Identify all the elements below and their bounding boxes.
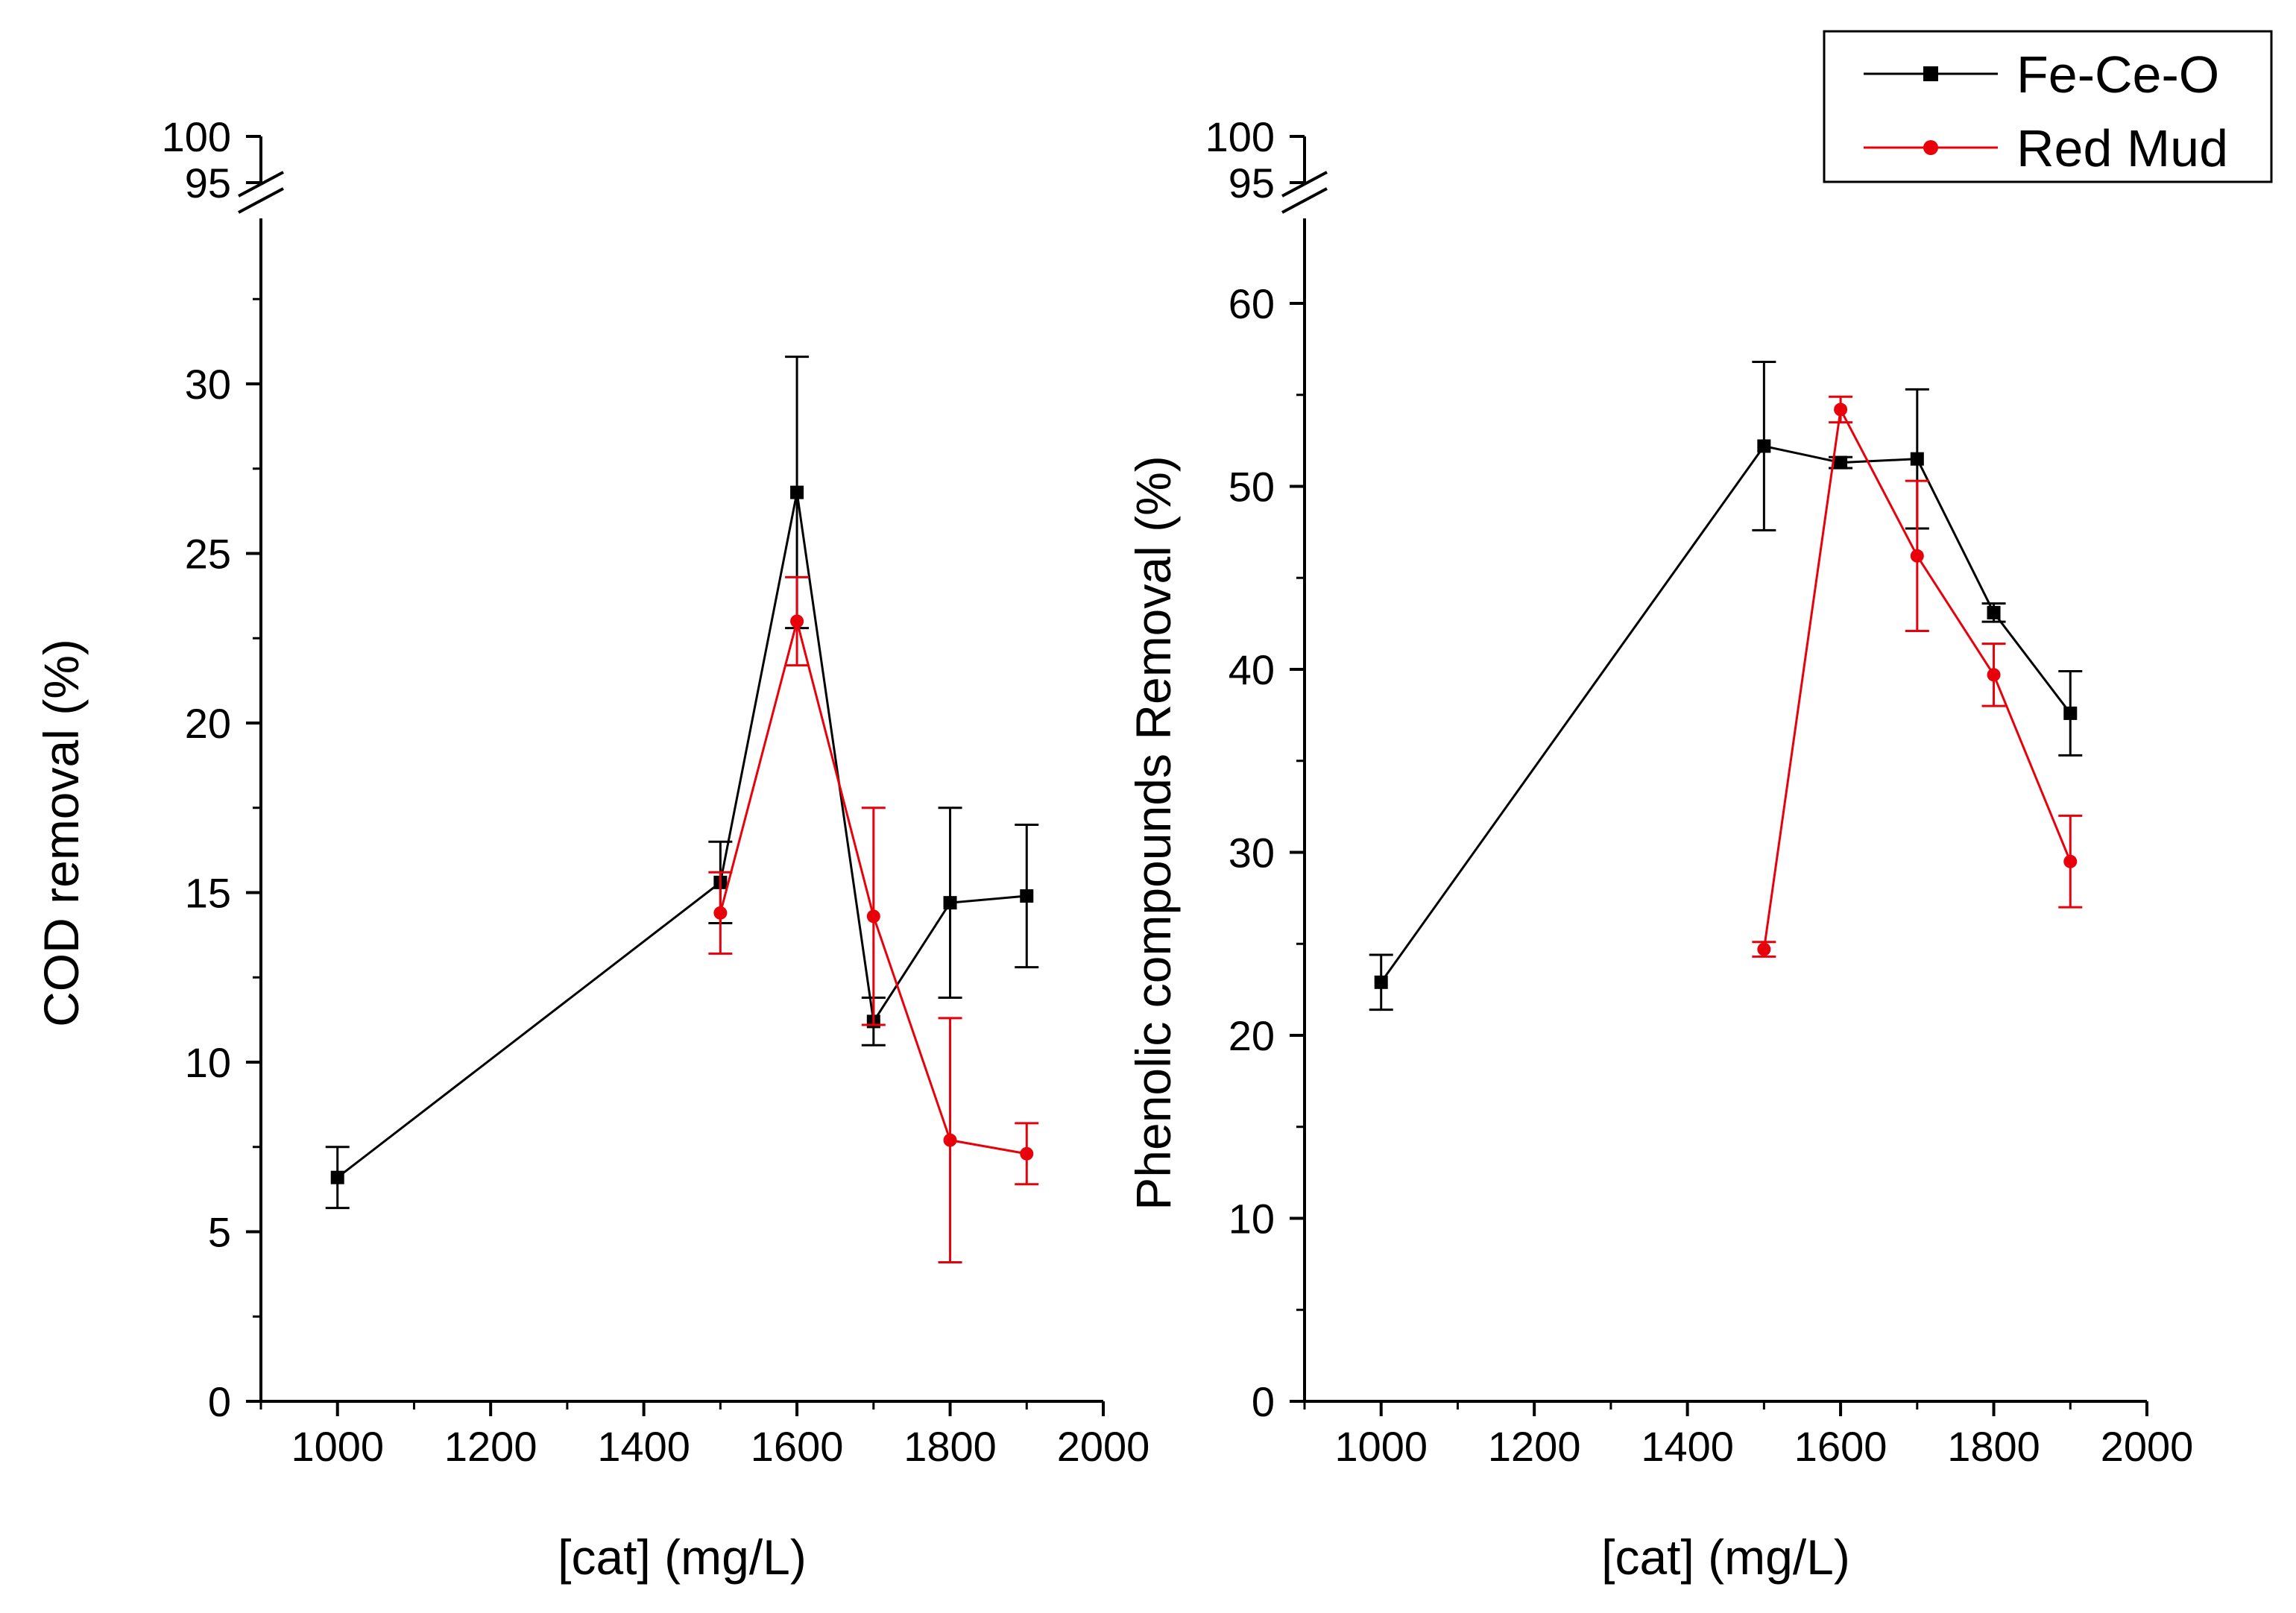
- cod-y-tick-label: 20: [185, 700, 231, 747]
- cod-data-point-red-mud: [713, 906, 728, 920]
- cod-y-tick-label: 10: [185, 1039, 231, 1086]
- phenolic-data-point-red-mud: [1910, 549, 1924, 563]
- legend-label-fe-ce-o: Fe-Ce-O: [2016, 45, 2219, 104]
- phenolic-data-point-fe-ce-o: [1374, 975, 1388, 989]
- cod-x-tick-label: 1400: [597, 1423, 690, 1470]
- cod-axis-break-mark-lower: [238, 187, 284, 214]
- cod-y-tick-label: 25: [185, 531, 231, 578]
- phenolic-y-tick-label: 30: [1229, 830, 1275, 877]
- cod-data-point-red-mud: [866, 909, 880, 924]
- phenolic-x-tick-label: 1000: [1334, 1423, 1428, 1470]
- phenolic-x-tick-label: 2000: [2101, 1423, 2194, 1470]
- phenolic-y-tick-label: 40: [1229, 646, 1275, 693]
- cod-y-tick-label: 100: [162, 113, 231, 160]
- cod-data-point-fe-ce-o: [330, 1170, 344, 1184]
- cod-data-point-red-mud: [1020, 1146, 1034, 1161]
- cod-data-point-fe-ce-o: [1020, 889, 1034, 903]
- cod-data-point-red-mud: [943, 1133, 957, 1147]
- phenolic-y-tick-label: 95: [1229, 160, 1275, 206]
- phenolic-removal-chart: 1000 1200 1400 1600 1800 2000 0 10 20 30 40 50 60 951…: [1126, 113, 2193, 1585]
- phenolic-data-point-red-mud: [1757, 942, 1771, 956]
- cod-data-point-red-mud: [790, 614, 804, 628]
- cod-y-tick-label: 95: [185, 160, 231, 206]
- legend-label-red-mud: Red Mud: [2016, 119, 2228, 177]
- phenolic-y-tick-label: 0: [1252, 1378, 1275, 1425]
- phenolic-x-tick-label: 1800: [1947, 1423, 2040, 1470]
- phenolic-x-tick-label: 1600: [1794, 1423, 1887, 1470]
- phenolic-data-point-fe-ce-o: [1757, 439, 1771, 453]
- cod-x-axis-label: [cat] (mg/L): [558, 1530, 807, 1585]
- phenolic-x-tick-label: 1200: [1488, 1423, 1581, 1470]
- legend-box: [1823, 30, 2273, 183]
- cod-removal-chart: 1000 1200 1400 1600 1800 2000 0 5 10 15 20 25 30 9510…: [34, 113, 1149, 1585]
- cod-y-tick-label: 0: [208, 1378, 231, 1425]
- phenolic-axis-break-mark-lower: [1281, 187, 1328, 214]
- cod-data-point-fe-ce-o: [790, 485, 804, 499]
- cod-x-tick-label: 2000: [1057, 1423, 1150, 1470]
- phenolic-data-point-fe-ce-o: [2063, 706, 2078, 720]
- legend-marker-red-mud: [1923, 140, 1938, 155]
- phenolic-y-tick-label: 60: [1229, 280, 1275, 327]
- phenolic-y-tick-label: 10: [1229, 1196, 1275, 1243]
- phenolic-data-point-fe-ce-o: [1834, 455, 1848, 470]
- cod-y-tick-label: 5: [208, 1209, 231, 1256]
- cod-y-tick-label: 30: [185, 361, 231, 408]
- phenolic-x-tick-label: 1400: [1641, 1423, 1734, 1470]
- phenolic-data-point-red-mud: [1987, 668, 2001, 682]
- phenolic-series-line-fe-ce-o: [1380, 444, 2072, 983]
- phenolic-y-tick-label: 50: [1229, 464, 1275, 511]
- phenolic-y-axis-label: Phenolic compounds Removal (%): [1126, 455, 1181, 1210]
- phenolic-data-point-fe-ce-o: [1987, 605, 2001, 619]
- cod-x-tick-label: 1200: [444, 1423, 537, 1470]
- cod-x-tick-label: 1800: [903, 1423, 997, 1470]
- phenolic-y-tick-label: 100: [1205, 113, 1275, 160]
- phenolic-data-point-fe-ce-o: [1910, 452, 1924, 466]
- cod-x-tick-label: 1600: [751, 1423, 844, 1470]
- cod-y-tick-label: 15: [185, 870, 231, 917]
- cod-series-line-fe-ce-o: [336, 492, 1027, 1178]
- cod-data-point-fe-ce-o: [943, 896, 957, 910]
- phenolic-x-axis-label: [cat] (mg/L): [1601, 1530, 1850, 1585]
- phenolic-data-point-red-mud: [1834, 403, 1848, 417]
- cod-x-tick-label: 1000: [291, 1423, 384, 1470]
- phenolic-y-tick-label: 20: [1229, 1012, 1275, 1059]
- cod-y-axis-label: COD removal (%): [34, 639, 89, 1027]
- phenolic-data-point-red-mud: [2063, 854, 2078, 868]
- legend: Fe-Ce-O Red Mud: [1823, 30, 2273, 183]
- legend-marker-fe-ce-o: [1923, 66, 1938, 81]
